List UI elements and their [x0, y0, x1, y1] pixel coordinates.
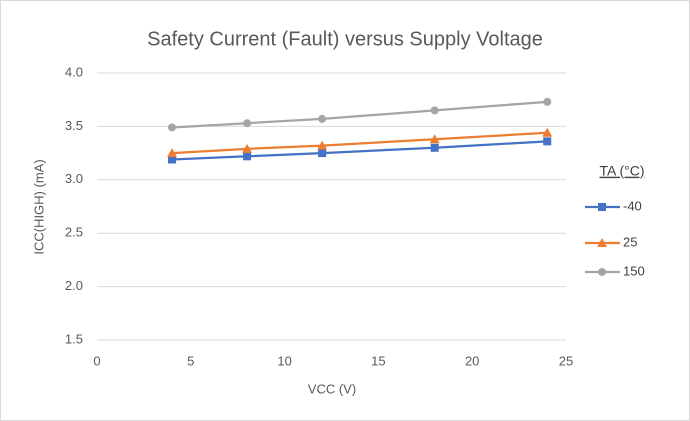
x-tick-label: 0 — [93, 353, 100, 368]
data-point — [430, 106, 439, 115]
y-tick-label: 3.5 — [65, 118, 83, 133]
data-point — [168, 155, 177, 164]
y-tick-label: 3.0 — [65, 171, 83, 186]
x-axis-label: VCC (V) — [308, 381, 356, 396]
legend-label: -40 — [623, 198, 642, 213]
data-point — [243, 119, 252, 128]
data-point — [317, 140, 328, 150]
data-point — [543, 137, 552, 146]
data-point — [167, 148, 178, 158]
y-tick-label: 1.5 — [65, 331, 83, 346]
y-tick-label: 2.0 — [65, 278, 83, 293]
legend-title: TA (°C) — [599, 163, 644, 179]
data-point — [242, 143, 253, 153]
data-point — [168, 123, 177, 132]
legend-marker — [598, 203, 606, 211]
data-point — [243, 152, 252, 161]
legend-marker — [597, 238, 607, 247]
legend-label: 150 — [623, 263, 645, 278]
y-tick-label: 4.0 — [65, 64, 83, 79]
legend-label: 25 — [623, 234, 637, 249]
y-axis-label: ICC(HIGH) (mA) — [31, 159, 46, 254]
data-point — [543, 97, 552, 106]
data-point — [318, 149, 327, 158]
data-point — [429, 134, 440, 144]
legend-marker — [598, 268, 606, 276]
x-tick-label: 15 — [371, 353, 385, 368]
chart-title: Safety Current (Fault) versus Supply Vol… — [147, 28, 543, 50]
x-tick-label: 5 — [187, 353, 194, 368]
x-tick-label: 25 — [559, 353, 573, 368]
data-point — [430, 143, 439, 152]
x-tick-label: 20 — [465, 353, 479, 368]
data-point — [542, 127, 553, 137]
x-tick-label: 10 — [277, 353, 291, 368]
data-point — [318, 114, 327, 123]
y-tick-label: 2.5 — [65, 225, 83, 240]
